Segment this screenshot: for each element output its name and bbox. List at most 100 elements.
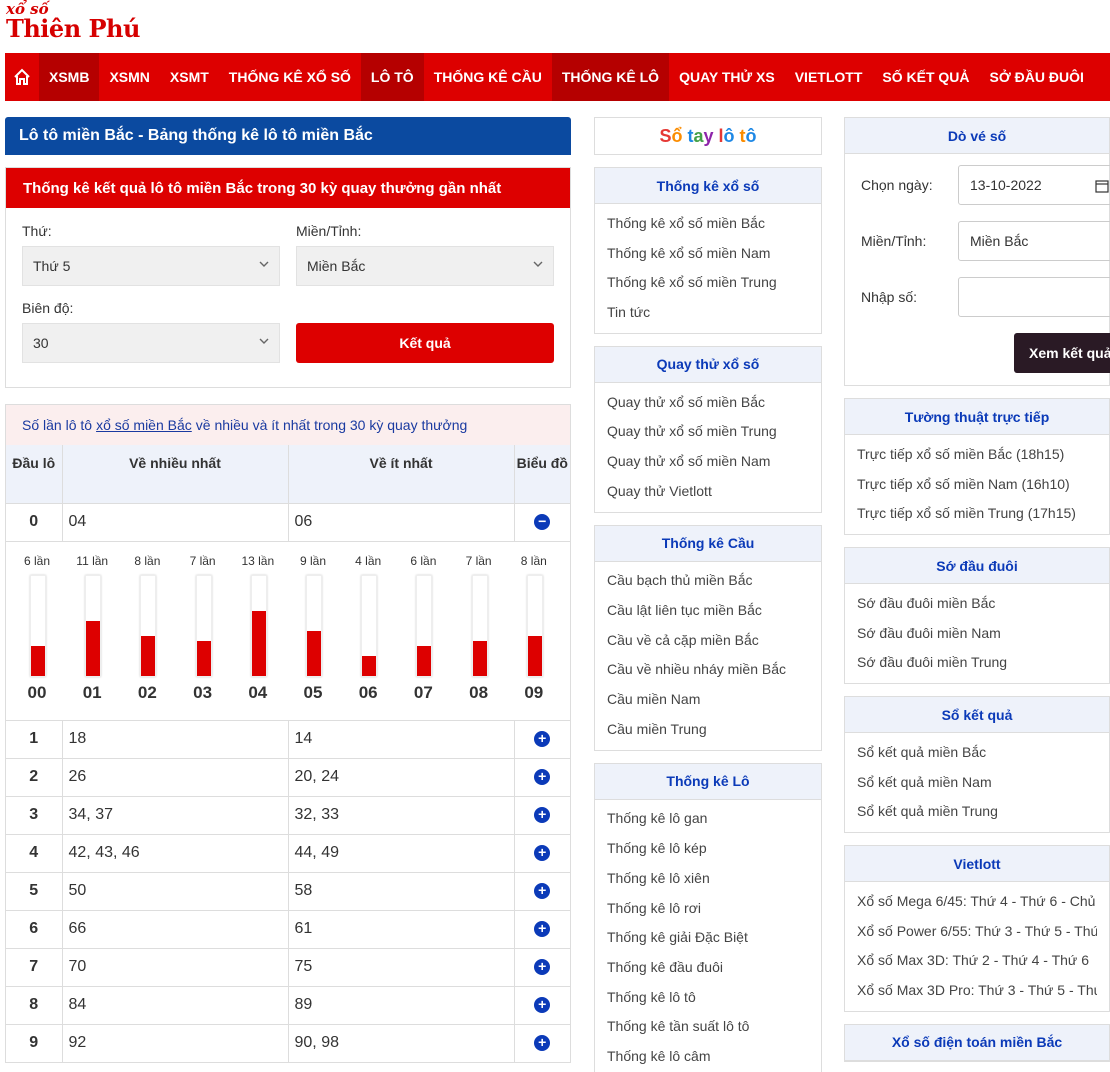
- nhieu-cell: 50: [62, 871, 289, 910]
- sidebar-link[interactable]: Xổ số Max 3D: Thứ 2 - Thứ 4 - Thứ 6: [857, 952, 1089, 969]
- sidebar-card: Tường thuật trực tiếp Trực tiếp xổ số miề…: [844, 398, 1110, 536]
- sidebar-link[interactable]: Thống kê lô kép: [607, 840, 707, 857]
- sidebar-card-list: Quay thử xổ số miền Bắc Quay thử xổ số mi…: [595, 383, 821, 512]
- sidebar-link[interactable]: Sổ kết quả miền Nam: [857, 773, 992, 790]
- mien-select[interactable]: Miền Bắc: [296, 246, 554, 286]
- region-select[interactable]: Miền Bắc: [958, 221, 1110, 261]
- sidebar-card-title[interactable]: Thống kê Cầu: [595, 525, 821, 562]
- sidebar-link[interactable]: Cầu miền Trung: [607, 720, 707, 737]
- sidebar-link[interactable]: Cầu về cả cặp miền Bắc: [607, 631, 759, 648]
- sidebar-link[interactable]: Trực tiếp xổ số miền Nam (16h10): [857, 475, 1070, 492]
- sidebar-link[interactable]: Sớ đầu đuôi miền Nam: [857, 624, 1001, 641]
- sidebar-card-title[interactable]: Sớ đầu đuôi: [845, 548, 1109, 585]
- sidebar-link[interactable]: Thống kê giải Đặc Biệt: [607, 929, 748, 946]
- sidebar-card-title[interactable]: Xổ số điện toán miền Bắc: [845, 1024, 1109, 1061]
- sidebar-link[interactable]: Thống kê lô câm: [607, 1047, 711, 1064]
- nav-item[interactable]: THỐNG KÊ CẦU: [433, 69, 542, 85]
- sidebar-link[interactable]: Thống kê lô tô: [607, 988, 696, 1005]
- bar-value-label: 7 lần: [189, 553, 216, 568]
- sidebar-link[interactable]: Thống kê tần suất lô tô: [607, 1018, 750, 1035]
- nav-item[interactable]: SỐ KẾT QUẢ: [882, 69, 970, 85]
- sidebar-link[interactable]: Quay thử xổ số miền Bắc: [607, 393, 765, 410]
- sidebar-link[interactable]: Sớ đầu đuôi miền Bắc: [857, 594, 996, 611]
- sidebar-link[interactable]: Sổ kết quả miền Bắc: [857, 743, 987, 760]
- sidebar-card-list: Xổ số Mega 6/45: Thứ 4 - Thứ 6 - Chủ Nhậ…: [845, 882, 1109, 1011]
- banner-letter: t: [687, 125, 694, 146]
- expand-icon[interactable]: +: [534, 882, 551, 899]
- number-input[interactable]: [958, 277, 1110, 317]
- sidebar-card-list: Cầu bạch thủ miền Bắc Cầu lật liên tục mi…: [595, 562, 821, 750]
- sidebar-card-title[interactable]: Thống kê Lô: [595, 763, 821, 800]
- sidebar-link[interactable]: Cầu miền Nam: [607, 691, 701, 708]
- sidebar-link[interactable]: Trực tiếp xổ số miền Bắc (18h15): [857, 445, 1065, 462]
- check-ticket-title: Dò vé số: [845, 118, 1109, 154]
- sidebar-link[interactable]: Sổ kết quả miền Trung: [857, 803, 998, 820]
- nav-item[interactable]: THỐNG KÊ XỔ SỐ: [228, 69, 351, 85]
- sidebar-link[interactable]: Thống kê xổ số miền Bắc: [607, 214, 765, 231]
- sidebar-link[interactable]: Xổ số Mega 6/45: Thứ 4 - Thứ 6 - Chủ Nhậ…: [857, 893, 1097, 910]
- nav-item[interactable]: VIETLOTT: [794, 69, 863, 85]
- nav-item[interactable]: QUAY THỬ XS: [679, 69, 775, 85]
- nav-item[interactable]: LÔ TÔ: [360, 53, 424, 101]
- nav-item[interactable]: THỐNG KÊ LÔ: [551, 53, 670, 101]
- thu-select[interactable]: Thứ 5: [22, 246, 280, 286]
- bar-value-label: 6 lần: [410, 553, 437, 568]
- expand-icon[interactable]: +: [534, 958, 551, 975]
- sidebar-link[interactable]: Thống kê xổ số miền Trung: [607, 274, 777, 291]
- expand-icon[interactable]: +: [534, 996, 551, 1013]
- sidebar-link[interactable]: Sớ đầu đuôi miền Trung: [857, 654, 1008, 671]
- sidebar-link[interactable]: Thống kê xổ số miền Nam: [607, 244, 771, 261]
- expand-icon[interactable]: +: [534, 768, 551, 785]
- result-button[interactable]: Kết quả: [296, 323, 554, 363]
- caption-pre: Số lần lô tô: [22, 417, 93, 433]
- caption-link[interactable]: xổ số miền Bắc: [96, 417, 192, 433]
- sidebar-card-title[interactable]: Quay thử xổ số: [595, 346, 821, 383]
- home-icon[interactable]: [5, 53, 39, 101]
- collapse-icon[interactable]: −: [534, 513, 551, 530]
- sidebar-link[interactable]: Xổ số Power 6/55: Thứ 3 - Thứ 5 - Thứ 7: [857, 922, 1097, 939]
- calendar-icon[interactable]: [1095, 179, 1109, 193]
- sidebar-link[interactable]: Quay thử xổ số miền Trung: [607, 423, 777, 440]
- sidebar-link[interactable]: Cầu về nhiều nháy miền Bắc: [607, 661, 786, 678]
- sidebar-card-list: Thống kê xổ số miền Bắc Thống kê xổ số mi…: [595, 204, 821, 333]
- sidebar-link[interactable]: Quay thử Vietlott: [607, 482, 712, 499]
- expand-icon[interactable]: +: [534, 730, 551, 747]
- sidebar-link[interactable]: Tin tức: [607, 303, 651, 320]
- sidebar-card-title[interactable]: Thống kê xổ số: [595, 168, 821, 204]
- expand-icon[interactable]: +: [534, 920, 551, 937]
- expand-icon[interactable]: +: [534, 844, 551, 861]
- header-dau: Đầu lô: [6, 445, 63, 503]
- nav-item[interactable]: SỞ ĐẦU ĐUÔI: [989, 69, 1084, 85]
- date-input[interactable]: 13-10-2022: [958, 165, 1110, 205]
- expand-icon[interactable]: +: [534, 1035, 551, 1052]
- bar-track: [306, 574, 322, 677]
- it-cell: 90, 98: [288, 1023, 515, 1062]
- table-row: 2 26 20, 24 +: [6, 757, 570, 796]
- banner-letter: S: [659, 125, 672, 146]
- nav-item[interactable]: XSMN: [109, 69, 150, 85]
- sidebar-link[interactable]: Cầu lật liên tục miền Bắc: [607, 602, 762, 619]
- sidebar-card-title[interactable]: Sổ kết quả: [845, 697, 1109, 734]
- sidebar-link[interactable]: Thống kê lô xiên: [607, 869, 710, 886]
- sidebar-link[interactable]: Thống kê đầu đuôi: [607, 958, 723, 975]
- sidebar-link[interactable]: Quay thử xổ số miền Nam: [607, 452, 771, 469]
- sidebar-link[interactable]: Thống kê lô gan: [607, 810, 708, 827]
- sidebar-link[interactable]: Cầu bạch thủ miền Bắc: [607, 572, 753, 589]
- sidebar-link[interactable]: Thống kê lô rơi: [607, 899, 702, 916]
- sidebar-link[interactable]: Trực tiếp xổ số miền Trung (17h15): [857, 505, 1076, 522]
- it-cell: 61: [288, 909, 515, 948]
- sidebar-link[interactable]: Xổ số Max 3D Pro: Thứ 3 - Thứ 5 - Thứ 7: [857, 982, 1097, 999]
- sidebar-card-title[interactable]: Vietlott: [845, 846, 1109, 883]
- date-label: Chọn ngày:: [861, 177, 933, 193]
- biendo-select-value: 30: [33, 335, 49, 351]
- header-nhieu: Về nhiều nhất: [62, 445, 289, 503]
- biendo-select[interactable]: 30: [22, 323, 280, 363]
- nav-item[interactable]: XSMB: [39, 53, 100, 101]
- check-result-button[interactable]: Xem kết quả: [1014, 333, 1110, 373]
- sidebar-card-title[interactable]: Tường thuật trực tiếp: [845, 399, 1109, 435]
- site-logo[interactable]: xổ số Thiên Phú: [6, 0, 166, 50]
- expand-icon[interactable]: +: [534, 806, 551, 823]
- nav-item[interactable]: XSMT: [169, 69, 209, 85]
- dau-cell: 1: [6, 719, 63, 758]
